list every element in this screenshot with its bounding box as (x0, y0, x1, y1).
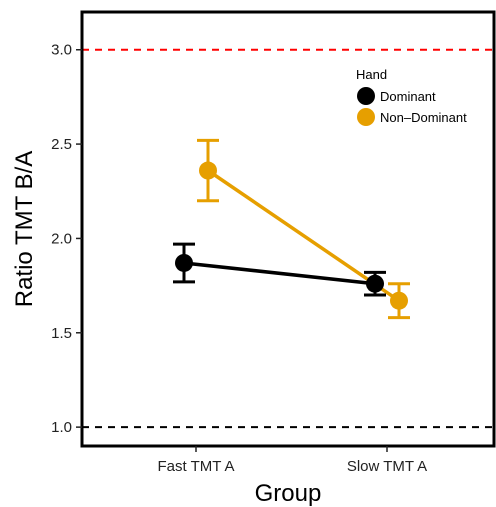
x-tick-label-0: Fast TMT A (158, 458, 235, 475)
x-tick-label-1: Slow TMT A (347, 458, 427, 475)
x-axis-title: Group (255, 480, 322, 507)
legend-title: Hand (356, 67, 387, 82)
y-axis-title: Ratio TMT B/A (11, 151, 38, 308)
series-1 (197, 138, 410, 320)
y-tick-label-4: 3.0 (51, 42, 72, 59)
legend-marker-0 (357, 87, 375, 105)
data-point-0-0 (175, 253, 193, 272)
series-line-1 (207, 169, 400, 303)
y-axis: 1.0 1.5 2.0 2.5 3.0 (51, 42, 82, 436)
y-tick-label-1: 1.5 (51, 325, 72, 342)
y-tick-label-2: 2.0 (51, 230, 72, 247)
y-tick-label-0: 1.0 (51, 419, 72, 436)
plot-frame (80, 10, 496, 448)
series-layer (173, 138, 410, 320)
reference-lines (82, 48, 494, 429)
y-tick-label-3: 2.5 (51, 136, 72, 153)
legend: Hand Dominant Non–Dominant (356, 67, 467, 126)
legend-label-1: Non–Dominant (380, 110, 467, 125)
series-0 (173, 242, 386, 297)
data-point-0-1 (366, 274, 384, 293)
series-line-0 (183, 261, 376, 286)
legend-marker-1 (357, 108, 375, 126)
data-point-1-0 (199, 161, 217, 180)
x-axis: Fast TMT A Slow TMT A (158, 446, 427, 475)
legend-label-0: Dominant (380, 89, 436, 104)
data-point-1-1 (390, 291, 408, 310)
